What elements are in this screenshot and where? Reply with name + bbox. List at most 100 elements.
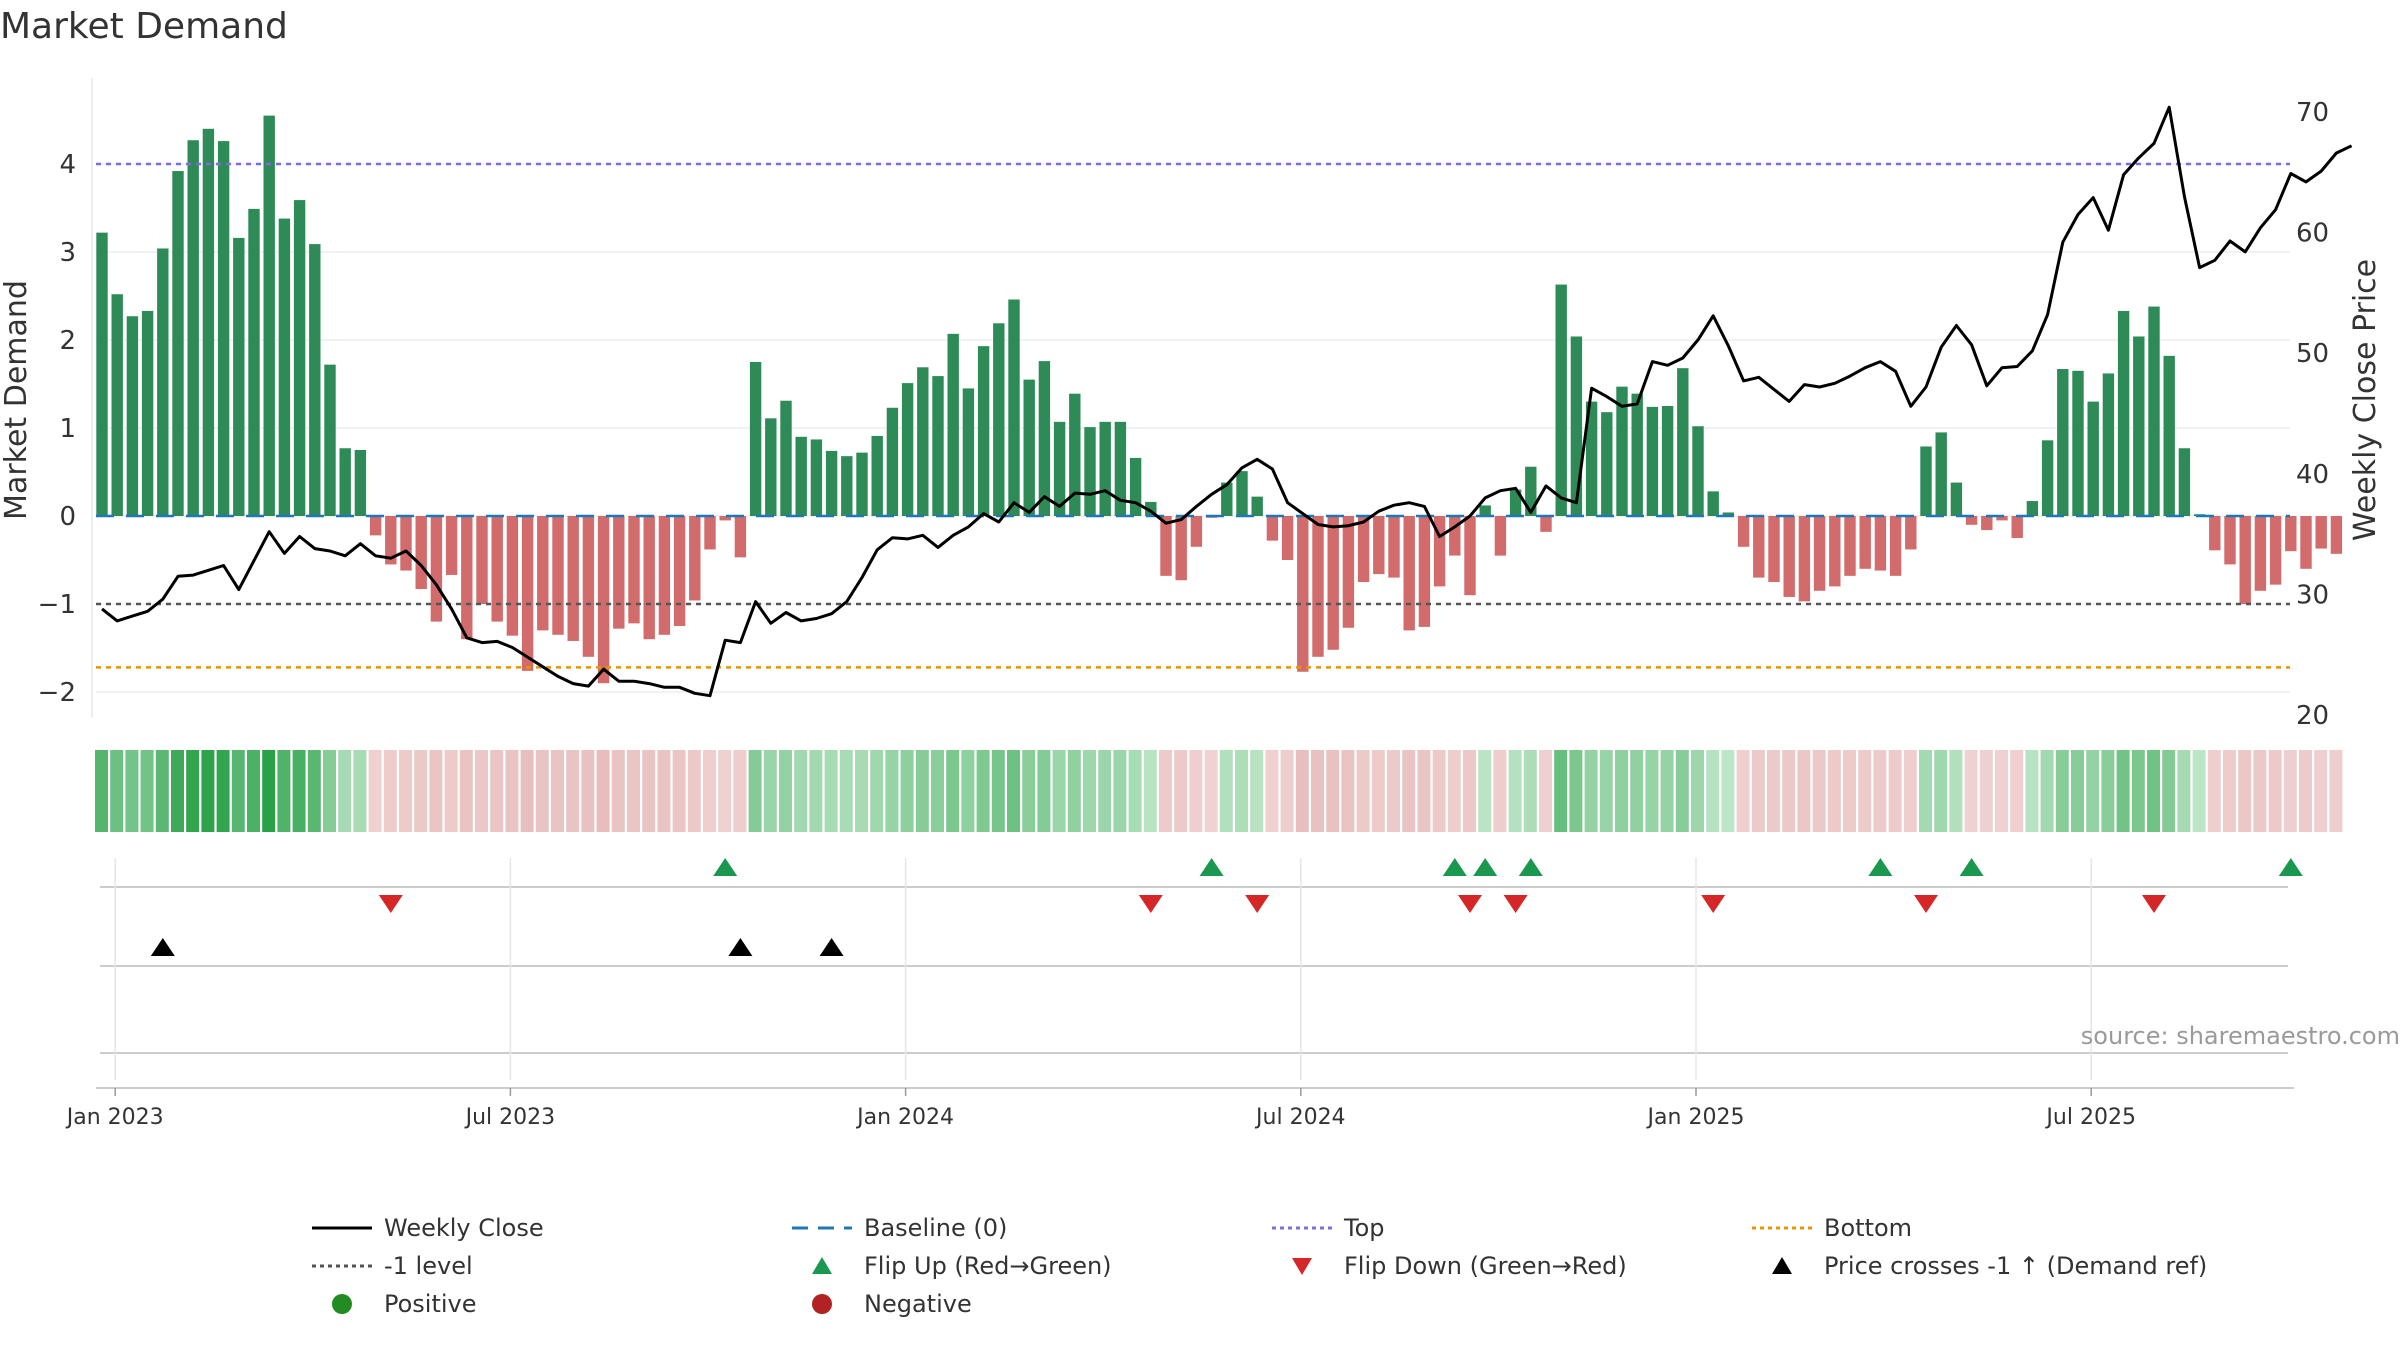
demand-bar bbox=[1585, 401, 1598, 516]
heatmap-cell bbox=[1523, 750, 1537, 832]
demand-bar bbox=[567, 516, 579, 641]
heatmap-cell bbox=[566, 750, 580, 832]
legend-bottom: Bottom bbox=[1750, 1214, 1912, 1242]
demand-bar bbox=[2117, 310, 2130, 516]
demand-bar bbox=[2330, 516, 2343, 554]
weekly-close-line bbox=[101, 105, 2353, 698]
heatmap-cell bbox=[1797, 750, 1811, 832]
market-demand-chart: −2 −1 0 1 2 3 4 20 30 40 50 60 70 Jan 2023 Jul 2023 Jan… bbox=[0, 78, 2383, 1130]
demand-bar bbox=[1753, 516, 1765, 578]
flip-down-marker bbox=[1458, 895, 1482, 913]
heatmap-cell bbox=[2299, 750, 2312, 832]
heatmap-cell bbox=[551, 750, 564, 832]
heatmap-cell bbox=[1721, 750, 1735, 832]
demand-bar bbox=[2011, 516, 2023, 538]
heatmap-cell bbox=[1113, 750, 1127, 832]
demand-bar bbox=[2285, 516, 2297, 552]
heatmap-cell bbox=[338, 750, 352, 832]
heatmap-cell bbox=[2131, 750, 2145, 832]
y-tick-right: 60 bbox=[2296, 219, 2329, 249]
legend-flip-down: Flip Down (Green→Red) bbox=[1270, 1252, 1627, 1280]
demand-bar bbox=[1433, 516, 1446, 587]
heatmap-cell bbox=[870, 750, 884, 832]
demand-bars bbox=[96, 115, 2343, 684]
heatmap-cell bbox=[201, 750, 215, 832]
demand-bar bbox=[1449, 516, 1461, 556]
heatmap-cell bbox=[2223, 750, 2236, 832]
demand-bar bbox=[1145, 501, 1157, 516]
heatmap-cell bbox=[703, 750, 716, 832]
heatmap-cell bbox=[1751, 750, 1765, 832]
legend-weekly-close-label: Weekly Close bbox=[384, 1214, 544, 1242]
demand-bar bbox=[1859, 516, 1871, 569]
demand-bar bbox=[1950, 482, 1963, 516]
y-tick-right: 50 bbox=[2296, 339, 2329, 369]
demand-bar bbox=[1175, 516, 1187, 581]
heatmap-cell bbox=[95, 750, 108, 832]
heatmap-cell bbox=[1356, 750, 1370, 832]
heatmap-cell bbox=[596, 750, 610, 832]
demand-bar bbox=[2254, 516, 2267, 591]
heatmap-cell bbox=[1539, 750, 1552, 832]
demand-bar bbox=[157, 248, 169, 517]
heatmap-cell bbox=[2101, 750, 2115, 832]
heatmap-cell bbox=[1052, 750, 1066, 832]
demand-bar bbox=[2209, 516, 2221, 551]
heatmap-cell bbox=[1219, 750, 1233, 832]
heatmap-cell bbox=[1873, 750, 1887, 832]
demand-bar bbox=[126, 316, 139, 516]
heatmap-cell bbox=[1827, 750, 1841, 832]
legend-negative-label: Negative bbox=[864, 1290, 972, 1318]
flip-down-marker bbox=[378, 895, 403, 913]
signal-markers bbox=[150, 858, 2303, 956]
heatmap-cell bbox=[1174, 750, 1188, 832]
legend-baseline: Baseline (0) bbox=[790, 1214, 1007, 1242]
demand-bar bbox=[765, 418, 777, 516]
y-tick-right: 20 bbox=[2296, 701, 2329, 731]
heatmap-cell bbox=[2207, 750, 2221, 832]
heatmap-cell bbox=[2055, 750, 2069, 832]
heatmap-cell bbox=[1858, 750, 1872, 832]
heatmap-cell bbox=[642, 750, 656, 832]
heatmap-cell bbox=[1660, 750, 1674, 832]
heatmap-cell bbox=[1888, 750, 1902, 832]
demand-bar bbox=[1829, 516, 1841, 587]
demand-bar bbox=[1692, 426, 1704, 516]
demand-bar bbox=[1023, 379, 1035, 516]
heatmap-cell bbox=[535, 750, 549, 832]
price-cross-marker bbox=[728, 938, 753, 956]
demand-bar bbox=[1114, 421, 1127, 516]
heatmap-cell bbox=[1599, 750, 1613, 832]
heatmap-cell bbox=[931, 750, 944, 832]
heatmap-cell bbox=[1371, 750, 1385, 832]
heatmap-cell bbox=[307, 750, 321, 832]
demand-bar bbox=[780, 400, 792, 516]
demand-bar bbox=[2300, 516, 2312, 569]
heatmap-cell bbox=[231, 750, 245, 832]
grid-layer bbox=[96, 163, 2294, 1089]
heatmap-cell bbox=[809, 750, 823, 832]
axes-layer: −2 −1 0 1 2 3 4 20 30 40 50 60 70 Jan 2023 Jul 2023 Jan… bbox=[38, 78, 2329, 1130]
heatmap-cell bbox=[1478, 750, 1492, 832]
demand-bar bbox=[1570, 336, 1583, 516]
demand-bar bbox=[871, 435, 883, 516]
demand-bar bbox=[1905, 516, 1917, 550]
heatmap-cell bbox=[1782, 750, 1796, 832]
flip-down-marker bbox=[1701, 895, 1726, 913]
heatmap-cell bbox=[186, 750, 200, 832]
heatmap-cell bbox=[383, 750, 397, 832]
heatmap-cell bbox=[1508, 750, 1522, 832]
heatmap-cell bbox=[171, 750, 184, 832]
demand-bar bbox=[537, 516, 549, 631]
heatmap-cell bbox=[1387, 750, 1400, 832]
demand-bar bbox=[309, 244, 321, 516]
demand-bar bbox=[1661, 406, 1674, 516]
y-tick-left: −2 bbox=[38, 678, 76, 708]
heatmap-cell bbox=[505, 750, 519, 832]
demand-bar bbox=[415, 516, 427, 590]
heatmap-cell bbox=[262, 750, 276, 832]
demand-bar bbox=[1266, 516, 1279, 541]
demand-bar bbox=[1813, 516, 1826, 591]
y-axis-label-right: Weekly Close Price bbox=[2348, 259, 2383, 541]
demand-bar bbox=[1236, 471, 1248, 516]
